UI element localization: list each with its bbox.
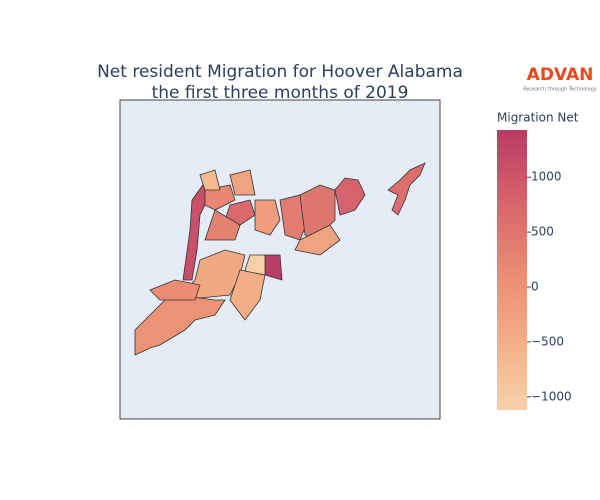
colorbar [497, 130, 527, 410]
colorbar-tick-label: 1000 [531, 170, 562, 184]
region [149, 279, 201, 301]
chart-subtitle: the first three months of 2019 [152, 83, 409, 103]
colorbar-tick-label: −1000 [531, 389, 572, 403]
region [254, 199, 281, 236]
colorbar-tick-label: 0 [531, 280, 539, 294]
region [294, 224, 341, 256]
region [229, 169, 256, 196]
region [229, 269, 266, 321]
region [334, 177, 366, 216]
colorbar-tick-label: −500 [531, 334, 564, 348]
colorbar-title: Migration Net [497, 111, 579, 125]
region [299, 184, 336, 241]
region [134, 294, 226, 356]
region [204, 209, 241, 241]
logo: ADVAN [527, 65, 594, 85]
colorbar-tick-label: 500 [531, 225, 554, 239]
region [199, 169, 221, 191]
logo-tagline: Research through Technology [523, 87, 597, 93]
region [204, 184, 236, 211]
region [387, 162, 426, 216]
chart-title: Net resident Migration for Hoover Alabam… [97, 62, 463, 82]
